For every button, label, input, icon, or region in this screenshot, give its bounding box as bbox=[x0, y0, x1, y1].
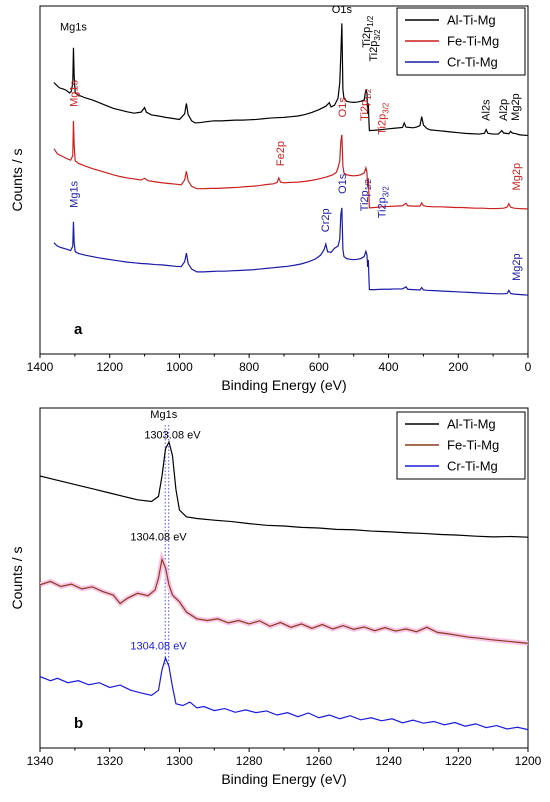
x-tick-label: 1000 bbox=[166, 360, 193, 374]
series-halo-Fe-Ti-Mg bbox=[40, 550, 528, 646]
x-tick-label: 200 bbox=[448, 360, 468, 374]
legend-label: Al-Ti-Mg bbox=[447, 13, 496, 28]
x-tick-label: 1280 bbox=[236, 754, 263, 768]
legend-label: Cr-Ti-Mg bbox=[447, 55, 498, 70]
peak-annotation: O1s bbox=[332, 4, 353, 16]
x-tick-label: 0 bbox=[525, 360, 532, 374]
legend-label: Fe-Ti-Mg bbox=[447, 34, 499, 49]
peak-annotation: Mg1s bbox=[60, 21, 87, 33]
series-line-Fe-Ti-Mg bbox=[53, 120, 528, 210]
x-tick-label: 1200 bbox=[96, 360, 123, 374]
peak-annotation: Mg1s bbox=[68, 180, 80, 207]
peak-annotation: 1304.08 eV bbox=[130, 532, 187, 544]
panel-label: b bbox=[74, 715, 83, 732]
peak-annotation: Mg1s bbox=[68, 80, 80, 107]
x-tick-label: 1320 bbox=[96, 754, 123, 768]
x-tick-label: 1400 bbox=[27, 360, 54, 374]
peak-annotation: Ti2p3/2 bbox=[377, 186, 391, 219]
legend-label: Fe-Ti-Mg bbox=[447, 438, 499, 453]
x-tick-label: 1260 bbox=[306, 754, 333, 768]
peak-annotation: Mg2p bbox=[511, 253, 523, 281]
x-tick-label: 1340 bbox=[27, 754, 54, 768]
peak-annotation: Mg1s bbox=[150, 409, 177, 421]
series-line-Cr-Ti-Mg bbox=[40, 656, 528, 731]
x-tick-label: 1220 bbox=[445, 754, 472, 768]
legend-label: Cr-Ti-Mg bbox=[447, 459, 498, 474]
peak-annotation: Ti2p1/2 bbox=[359, 88, 373, 121]
y-axis-label: Counts / s bbox=[9, 148, 25, 211]
peak-annotation: O1s bbox=[337, 173, 349, 194]
peak-annotation: Mg2p bbox=[510, 93, 522, 121]
x-axis-label: Binding Energy (eV) bbox=[221, 377, 346, 393]
x-tick-label: 400 bbox=[379, 360, 399, 374]
peak-annotation: 1304.08 eV bbox=[130, 640, 187, 652]
peak-annotation: Cr2p bbox=[320, 208, 332, 232]
peak-annotation: 1303.08 eV bbox=[144, 430, 201, 442]
x-tick-label: 1200 bbox=[515, 754, 542, 768]
peak-annotation: Mg2p bbox=[511, 163, 523, 191]
x-tick-label: 800 bbox=[239, 360, 259, 374]
x-tick-label: 600 bbox=[309, 360, 329, 374]
panel-label: a bbox=[74, 321, 83, 338]
x-tick-label: 1240 bbox=[375, 754, 402, 768]
peak-annotation: Fe2p bbox=[275, 141, 287, 166]
panel-a-survey-spectra: 1400 1200 1000 800 600 400 200 0 Binding Energy … bbox=[9, 4, 532, 393]
peak-annotation: Al2s bbox=[480, 99, 492, 121]
legend-label: Al-Ti-Mg bbox=[447, 417, 496, 432]
y-axis-label: Counts / s bbox=[9, 546, 25, 609]
peak-annotation: O1s bbox=[337, 97, 349, 118]
series-line-Fe-Ti-Mg bbox=[40, 557, 528, 644]
series-line-Cr-Ti-Mg bbox=[53, 207, 528, 296]
peak-annotation: Ti2p1/2 bbox=[359, 179, 373, 212]
peak-annotation: Al2p bbox=[498, 99, 510, 121]
series-line-Al-Ti-Mg bbox=[40, 440, 528, 538]
x-tick-label: 1300 bbox=[166, 754, 193, 768]
series-line-Al-Ti-Mg bbox=[53, 23, 528, 137]
x-axis-label: Binding Energy (eV) bbox=[221, 771, 346, 787]
peak-annotation: Ti2p3/2 bbox=[377, 102, 391, 135]
panel-b-mg1s-spectra: 1340 1320 1300 1280 1260 1240 1220 1200 Binding … bbox=[9, 407, 542, 787]
